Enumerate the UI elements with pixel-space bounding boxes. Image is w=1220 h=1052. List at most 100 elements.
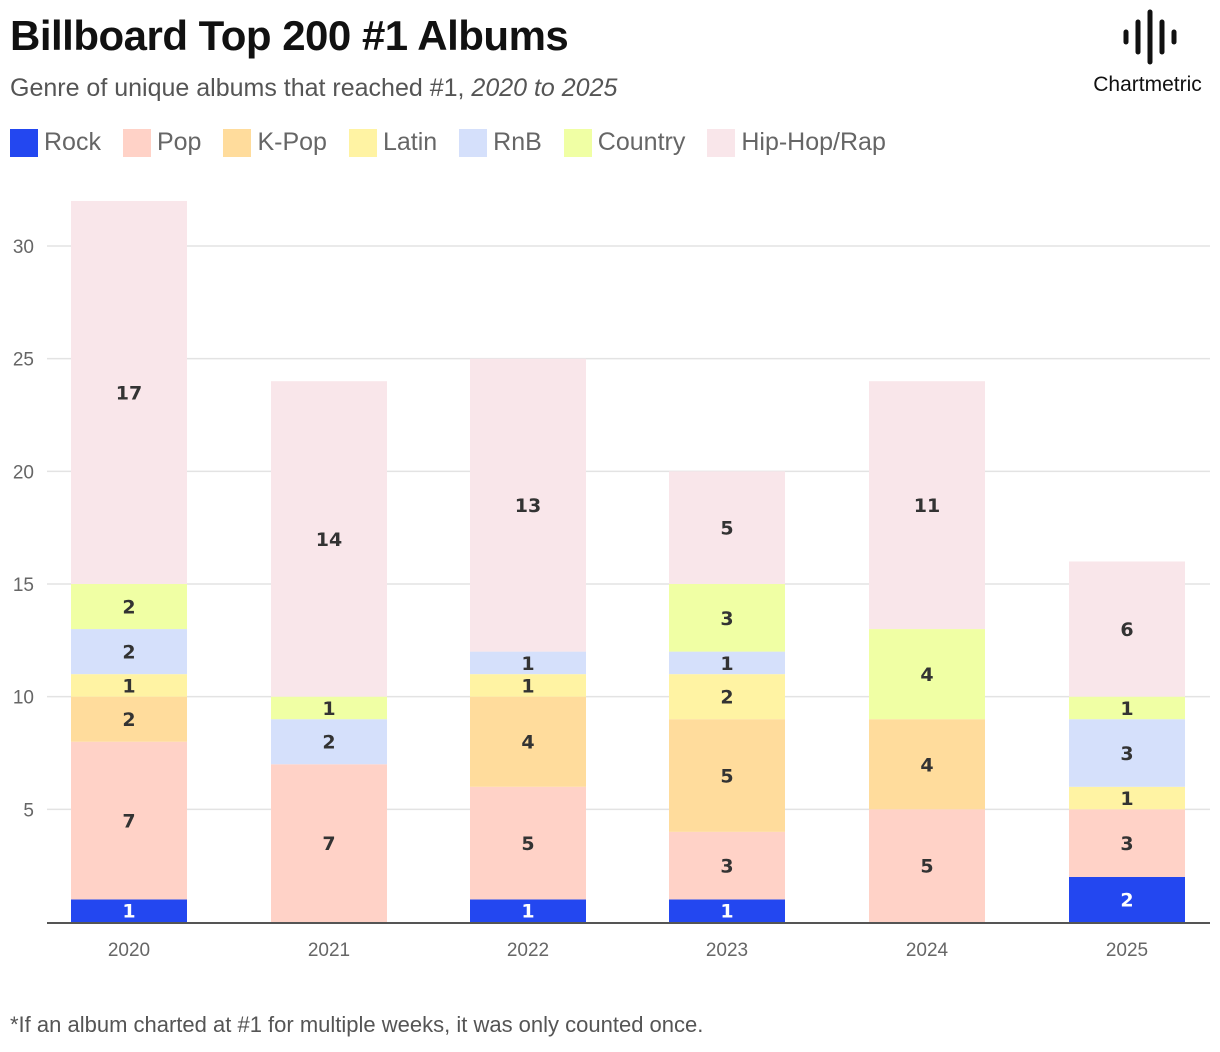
bar-segment [71, 584, 187, 630]
logo-text: Chartmetric [1093, 73, 1202, 96]
legend-swatch [563, 128, 592, 157]
x-tick-label: 2020 [108, 940, 150, 961]
legend-item: Latin [348, 128, 438, 157]
legend-swatch [348, 128, 377, 157]
bar-segment [869, 809, 985, 922]
legend-label: Hip-Hop/Rap [741, 128, 886, 156]
bar-segment [1069, 561, 1185, 697]
y-tick-label: 25 [13, 350, 34, 371]
bar-segment [669, 831, 785, 900]
bar-segment [1069, 696, 1185, 720]
data-label: 1 [521, 653, 534, 675]
bar-segment [669, 651, 785, 675]
x-tick-label: 2021 [308, 940, 350, 961]
bar-segment [470, 651, 586, 675]
data-label: 5 [720, 766, 733, 788]
bar-segment [869, 719, 985, 810]
bar-segment [1069, 719, 1185, 787]
data-label: 11 [914, 495, 940, 517]
data-label: 2 [1120, 889, 1133, 911]
x-tick-label: 2023 [706, 940, 748, 961]
legend-label: Latin [382, 128, 438, 156]
legend-swatch [10, 128, 38, 157]
data-label: 1 [521, 675, 534, 697]
legend: Rock Pop K-Pop Latin RnB Country Hip-Hop/Rap [10, 128, 908, 157]
chart-subtitle: Genre of unique albums that reached #1, … [10, 74, 617, 103]
bar-segment [71, 741, 187, 900]
y-tick-label: 15 [13, 575, 34, 596]
subtitle-text: Genre of unique albums that reached #1, [10, 74, 472, 102]
bar-segment [669, 899, 785, 922]
legend-item: K-Pop [223, 128, 327, 157]
data-label: 3 [720, 608, 733, 630]
bar-segment [71, 200, 187, 584]
data-label: 17 [116, 382, 142, 404]
legend-label: Pop [156, 128, 202, 156]
data-label: 5 [720, 518, 733, 540]
footnote: *If an album charted at #1 for multiple … [10, 1012, 704, 1037]
chart-title: Billboard Top 200 #1 Albums [10, 12, 569, 59]
bar-segment [71, 629, 187, 675]
data-label: 1 [521, 901, 534, 923]
legend-item: RnB [459, 128, 542, 157]
bar-segment [669, 674, 785, 720]
bar-segment [669, 584, 785, 652]
y-tick-label: 10 [13, 688, 34, 709]
bar-segment [1069, 786, 1185, 810]
legend-swatch [459, 128, 488, 157]
data-label: 2 [122, 642, 135, 664]
data-label: 6 [1120, 619, 1133, 641]
legend-label: Rock [44, 128, 101, 156]
bar-segment [1069, 876, 1185, 922]
legend-label: RnB [493, 128, 542, 156]
data-label: 5 [920, 856, 933, 878]
legend-item: Rock [10, 128, 101, 157]
data-label: 7 [322, 833, 335, 855]
bar-segment [271, 381, 387, 697]
legend-swatch [122, 128, 151, 157]
data-label: 2 [122, 597, 135, 619]
bar-segment [71, 899, 187, 922]
data-label: 3 [720, 856, 733, 878]
data-label: 1 [122, 901, 135, 923]
soundwave-icon [1123, 9, 1176, 65]
legend-item: Pop [122, 128, 202, 157]
x-tick-label: 2024 [906, 940, 949, 961]
data-label: 2 [122, 709, 135, 731]
data-label: 2 [720, 687, 733, 709]
y-tick-label: 5 [23, 800, 34, 821]
data-label: 1 [1120, 788, 1133, 810]
bar-segment [271, 696, 387, 720]
data-label: 1 [122, 675, 135, 697]
data-label: 1 [322, 698, 335, 720]
data-label: 1 [720, 653, 733, 675]
data-label: 1 [720, 901, 733, 923]
legend-label: K-Pop [257, 128, 327, 156]
legend-swatch [707, 128, 736, 157]
chartmetric-logo: Chartmetric [1080, 8, 1215, 97]
bar-segment [470, 786, 586, 900]
legend-swatch [223, 128, 252, 157]
data-label: 4 [521, 732, 534, 754]
bar-segment [71, 696, 187, 742]
legend-label: Country [597, 128, 686, 156]
data-label: 3 [1120, 743, 1133, 765]
subtitle-range: 2020 to 2025 [471, 74, 618, 102]
stacked-bar-chart: 5101520253017212217202072114202115411132… [13, 200, 1210, 961]
bar-segment [470, 674, 586, 697]
legend-item: Hip-Hop/Rap [707, 128, 886, 157]
data-label: 2 [322, 732, 335, 754]
data-label: 13 [515, 495, 541, 517]
data-label: 4 [920, 754, 933, 776]
bar-segment [271, 764, 387, 922]
bar-segment [1069, 809, 1185, 877]
bar-segment [869, 629, 985, 720]
y-tick-label: 30 [13, 237, 34, 258]
bar-segment [669, 719, 785, 832]
bar-segment [669, 471, 785, 584]
data-label: 14 [316, 529, 342, 551]
data-label: 1 [1120, 698, 1133, 720]
bar-segment [470, 696, 586, 787]
data-label: 5 [521, 833, 534, 855]
bar-segment [470, 358, 586, 652]
